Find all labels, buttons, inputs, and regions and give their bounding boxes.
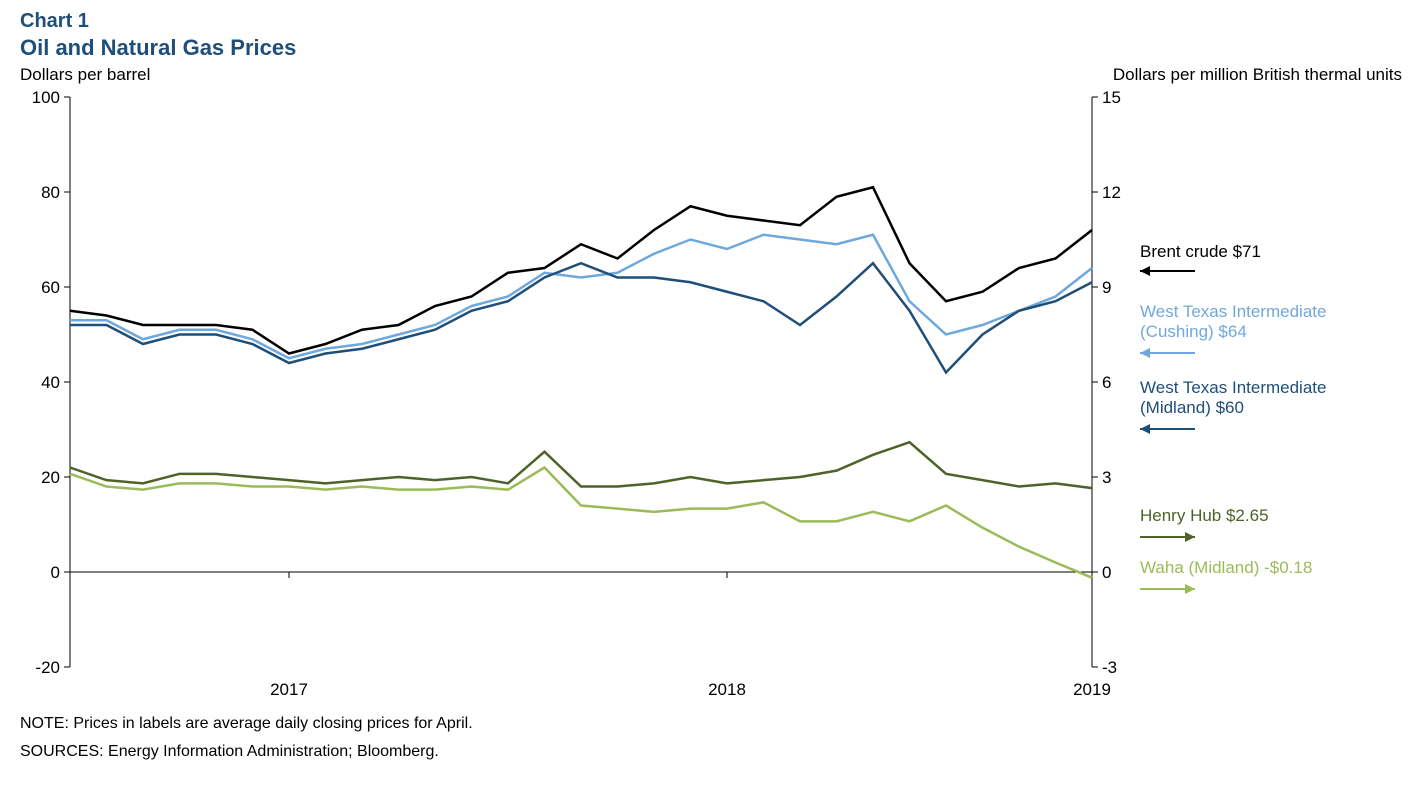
chart-number: Chart 1 [20,10,1402,33]
series-wti_midland [70,263,1092,372]
series-wti_cushing [70,235,1092,359]
svg-text:West Texas Intermediate: West Texas Intermediate [1140,302,1326,321]
chart-sources: SOURCES: Energy Information Administrati… [20,741,1402,763]
svg-text:(Cushing) $64: (Cushing) $64 [1140,322,1247,341]
label-henryhub: Henry Hub $2.65 [1140,506,1269,525]
svg-text:80: 80 [41,183,60,202]
label-brent: Brent crude $71 [1140,242,1261,261]
svg-text:9: 9 [1102,278,1111,297]
svg-text:15: 15 [1102,88,1121,107]
svg-text:-20: -20 [35,658,60,677]
svg-text:40: 40 [41,373,60,392]
svg-text:West Texas Intermediate: West Texas Intermediate [1140,378,1326,397]
svg-text:-3: -3 [1102,658,1117,677]
label-waha: Waha (Midland) -$0.18 [1140,558,1312,577]
svg-text:3: 3 [1102,468,1111,487]
svg-text:2017: 2017 [270,680,308,699]
series-henryhub [70,442,1092,488]
svg-text:60: 60 [41,278,60,297]
axis-labels-row: Dollars per barrel Dollars per million B… [20,65,1402,85]
chart-area: -20 0 20 40 60 80 100 -3 0 3 6 9 12 15 2017 2018 2019 Bre… [20,87,1402,707]
svg-text:6: 6 [1102,373,1111,392]
svg-text:(Midland) $60: (Midland) $60 [1140,398,1244,417]
svg-text:2018: 2018 [708,680,746,699]
chart-note: NOTE: Prices in labels are average daily… [20,713,1402,735]
svg-text:12: 12 [1102,183,1121,202]
svg-text:0: 0 [1102,563,1111,582]
svg-text:100: 100 [32,88,60,107]
svg-text:20: 20 [41,468,60,487]
svg-text:0: 0 [51,563,60,582]
chart-title: Oil and Natural Gas Prices [20,35,1402,61]
chart-header: Chart 1 Oil and Natural Gas Prices [20,10,1402,61]
right-axis-label: Dollars per million British thermal unit… [1113,65,1402,85]
svg-text:2019: 2019 [1073,680,1111,699]
left-axis-label: Dollars per barrel [20,65,150,85]
chart-svg: -20 0 20 40 60 80 100 -3 0 3 6 9 12 15 2017 2018 2019 Bre… [20,87,1402,707]
series-waha [70,468,1092,578]
